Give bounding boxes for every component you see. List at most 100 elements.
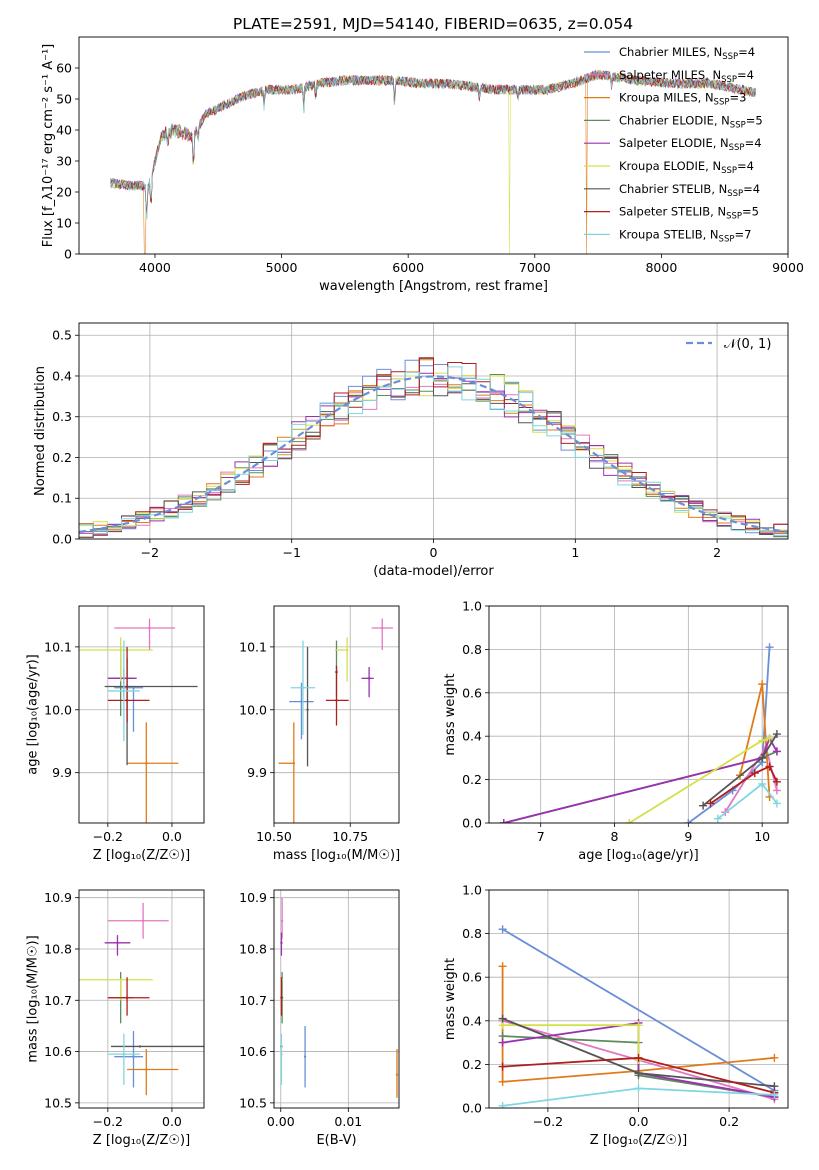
y-tick-label: 0.4 [52,368,72,383]
y-tick-label: 40 [56,123,72,138]
plot-area [499,643,781,823]
spectrum-line [110,70,757,220]
data-point [119,978,122,981]
data-point [145,1068,148,1071]
legend-label-sub: SSP [721,166,737,176]
axes-frame [488,889,789,1109]
y-tick-label: 0.5 [52,328,72,343]
x-tick-label: 4000 [139,260,171,275]
legend-label-sub: SSP [719,234,735,244]
data-point [119,648,122,652]
x-tick-label: 0.2 [719,1114,739,1129]
data-point [280,919,284,922]
legend-label: Chabrier MILES, NSSP=4 [619,45,755,62]
y-tick-label: 0.4 [462,1013,482,1028]
x-tick-label: 0.01 [334,1114,362,1129]
data-point [122,689,126,693]
plot-area [79,357,788,539]
x-tick-label: 0.0 [162,829,182,844]
legend-label: Chabrier STELIB, NSSP=4 [619,182,760,199]
series-line [503,736,778,823]
mass-vs-ebv-panel: 0.00 0.01 10.5 10.6 10.7 10.8 10.9 E(B-V) [239,889,400,1148]
data-point [280,996,283,999]
x-tick-label: −2 [141,545,159,560]
legend-label-eq: =4 [737,68,754,82]
legend-label: Kroupa MILES, NSSP=3 [619,91,746,108]
axes-frame [273,605,400,824]
legend-label-sub: SSP [726,212,742,222]
y-tick-label: 0.8 [462,926,482,941]
y-tick-label: 20 [56,185,72,200]
y-tick-label: 10.0 [239,702,267,717]
x-axis-label: Z [log₁₀(Z/Z☉)] [93,848,190,863]
data-point [132,686,135,689]
legend-label-text: Kroupa ELODIE, N [619,159,721,173]
axes-frame [78,36,789,255]
data-point [280,941,283,945]
y-tick-label: 10.1 [44,639,72,654]
figure-title: PLATE=2591, MJD=54140, FIBERID=0635, z=0… [233,15,633,33]
legend-label-text: Kroupa STELIB, N [619,227,719,241]
legend-label-eq: =4 [737,159,754,173]
y-tick-label: 10.7 [239,993,267,1008]
legend-label: Chabrier ELODIE, NSSP=5 [619,113,763,130]
legend-label: Salpeter MILES, NSSP=4 [619,68,754,85]
x-tick-label: −1 [282,545,300,560]
legend-label-sub: SSP [727,189,743,199]
y-tick-label: 10.6 [239,1044,267,1059]
data-point [301,686,305,689]
x-tick-label: 9 [684,829,692,844]
spectrum-panel: 4000 5000 6000 7000 8000 9000 0 10 20 30 40 50 60 wav… [41,36,804,294]
axes-frame [488,605,789,824]
x-axis-label: (data-model)/error [373,564,494,579]
y-tick-label: 0.3 [52,409,72,424]
x-tick-label: 0 [430,545,438,560]
y-tick-label: 0.2 [462,1057,482,1072]
y-axis-label: age [log₁₀(age/yr)] [26,654,41,775]
legend-label-text: Chabrier MILES, N [619,45,722,59]
data-point [125,996,129,999]
x-tick-label: −0.2 [533,1114,563,1129]
data-point [381,626,384,630]
x-tick-label: 10.75 [332,829,368,844]
y-tick-label: 0.6 [462,685,482,700]
data-point [125,699,129,702]
y-tick-label: 10.7 [44,993,72,1008]
plot-area [280,897,399,1098]
y-tick-label: 0 [64,247,72,262]
x-tick-label: 8000 [645,260,677,275]
y-tick-label: 10.9 [239,890,267,905]
axes-frame [273,889,400,1109]
x-tick-label: 8 [611,829,619,844]
legend-label-text: Chabrier STELIB, N [619,182,727,196]
data-point [132,1055,135,1058]
y-tick-label: 0.8 [462,642,482,657]
legend-label-eq: =5 [746,113,763,127]
age-vs-Z-panel: −0.2 0.0 9.9 10.0 10.1 Z [log₁₀(Z/Z☉)] age [lo… [26,605,205,863]
legend-label-eq: =4 [738,45,755,59]
legend-label-sub: SSP [729,143,745,153]
panels: 4000 5000 6000 7000 8000 90000102030405060wav… [26,36,804,1148]
legend-label-sub: SSP [730,120,746,130]
legend-label-eq: =7 [734,227,751,241]
axes-frame [78,889,205,1109]
data-point [367,677,371,680]
y-tick-label: 10.8 [239,941,267,956]
x-tick-label: 0.0 [629,1114,649,1129]
legend-label: Kroupa ELODIE, NSSP=4 [619,159,754,176]
x-tick-label: 7000 [519,260,551,275]
x-tick-label: 7 [537,829,545,844]
y-tick-label: 1.0 [462,599,482,614]
residual-histogram-panel: −2 −1 0 1 2 0.0 0.1 0.2 0.3 0.4 0.5 (data-model)/er… [33,322,789,579]
legend-label-eq: =5 [742,205,759,219]
series-line [628,737,770,823]
legend-label-text: Chabrier ELODIE, N [619,113,730,127]
legend-label: Salpeter ELODIE, NSSP=4 [619,136,762,153]
y-tick-label: 10.5 [44,1095,72,1110]
legend-label-text: Salpeter STELIB, N [619,205,726,219]
data-point [280,1052,283,1056]
axes-frame [78,605,205,824]
series-line [687,647,771,823]
legend-label-text: Salpeter MILES, N [619,68,721,82]
